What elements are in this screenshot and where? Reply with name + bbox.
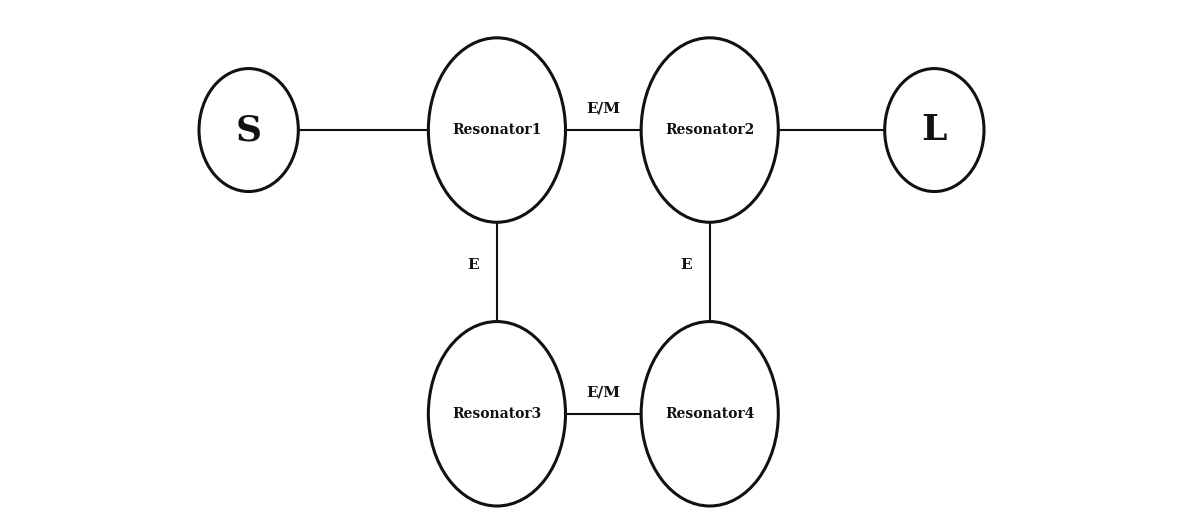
Text: L: L: [922, 113, 948, 147]
Text: S: S: [235, 113, 261, 147]
Text: E: E: [680, 258, 692, 272]
Text: Resonator1: Resonator1: [452, 123, 542, 137]
Ellipse shape: [885, 69, 984, 192]
Ellipse shape: [641, 321, 778, 506]
Ellipse shape: [428, 321, 565, 506]
Text: Resonator2: Resonator2: [665, 123, 755, 137]
Text: Resonator4: Resonator4: [665, 407, 755, 421]
Text: E/M: E/M: [587, 386, 620, 400]
Text: Resonator3: Resonator3: [452, 407, 542, 421]
Text: E/M: E/M: [587, 102, 620, 116]
Ellipse shape: [428, 38, 565, 222]
Text: E: E: [467, 258, 479, 272]
Ellipse shape: [199, 69, 298, 192]
Ellipse shape: [641, 38, 778, 222]
